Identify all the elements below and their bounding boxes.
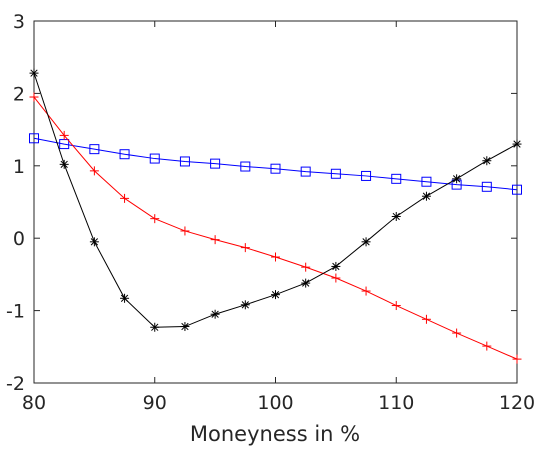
data-point bbox=[331, 261, 341, 271]
data-point bbox=[210, 158, 221, 169]
data-point bbox=[512, 184, 522, 195]
data-point bbox=[301, 278, 311, 288]
data-point bbox=[240, 300, 250, 310]
y-tick-label: 1 bbox=[13, 156, 25, 178]
series-asterisk bbox=[29, 68, 522, 332]
x-tick-label: 110 bbox=[378, 392, 414, 414]
x-tick-label: 100 bbox=[257, 392, 293, 414]
x-tick-label: 80 bbox=[22, 392, 46, 414]
series-layer bbox=[29, 68, 522, 364]
data-point bbox=[482, 156, 492, 166]
data-point bbox=[89, 144, 100, 155]
data-point bbox=[301, 262, 311, 272]
series-line bbox=[33, 137, 518, 191]
series-square bbox=[29, 133, 522, 195]
data-point bbox=[452, 174, 462, 184]
data-point bbox=[180, 322, 190, 332]
data-point bbox=[300, 166, 311, 177]
data-point bbox=[361, 237, 371, 247]
data-point bbox=[421, 191, 431, 201]
data-point bbox=[391, 301, 401, 311]
data-point bbox=[361, 286, 371, 296]
data-point bbox=[512, 354, 522, 364]
data-point bbox=[29, 92, 39, 102]
data-point bbox=[210, 235, 220, 245]
x-tick-label: 120 bbox=[499, 392, 535, 414]
data-point bbox=[452, 328, 462, 338]
data-point bbox=[150, 322, 160, 332]
data-point bbox=[29, 133, 39, 144]
data-point bbox=[271, 252, 280, 262]
x-tick-label: 90 bbox=[143, 392, 167, 414]
data-point bbox=[59, 159, 69, 169]
axis-ticks: 80 90 100 110 120 3 2 1 0 -1 -2 bbox=[6, 11, 535, 414]
data-point bbox=[120, 293, 130, 303]
plot-area bbox=[33, 20, 518, 384]
data-point bbox=[180, 226, 190, 236]
data-point bbox=[270, 163, 281, 174]
data-point bbox=[179, 156, 190, 167]
data-point bbox=[149, 153, 160, 164]
data-point bbox=[119, 149, 130, 160]
y-tick-label: 2 bbox=[13, 83, 25, 105]
data-point bbox=[59, 130, 69, 140]
data-point bbox=[391, 173, 402, 184]
y-tick-label: 0 bbox=[13, 228, 25, 250]
data-point bbox=[421, 314, 431, 324]
data-point bbox=[271, 290, 280, 300]
data-point bbox=[512, 139, 522, 149]
data-point bbox=[391, 211, 401, 221]
y-tick-label: 3 bbox=[13, 11, 25, 33]
y-tick-label: -2 bbox=[6, 373, 25, 395]
data-point bbox=[240, 161, 251, 172]
data-point bbox=[120, 193, 130, 203]
data-point bbox=[210, 309, 220, 319]
data-point bbox=[330, 168, 341, 179]
data-point bbox=[331, 273, 341, 283]
data-point bbox=[29, 68, 39, 78]
data-point bbox=[481, 181, 492, 192]
x-axis-label: Moneyness in % bbox=[190, 422, 360, 446]
y-tick-label: -1 bbox=[6, 301, 25, 323]
data-point bbox=[89, 237, 99, 247]
data-point bbox=[482, 341, 492, 351]
series-plus bbox=[29, 92, 522, 364]
data-point bbox=[421, 176, 432, 187]
data-point bbox=[240, 243, 250, 253]
data-point bbox=[89, 166, 99, 176]
data-point bbox=[361, 170, 372, 181]
data-point bbox=[150, 214, 160, 224]
